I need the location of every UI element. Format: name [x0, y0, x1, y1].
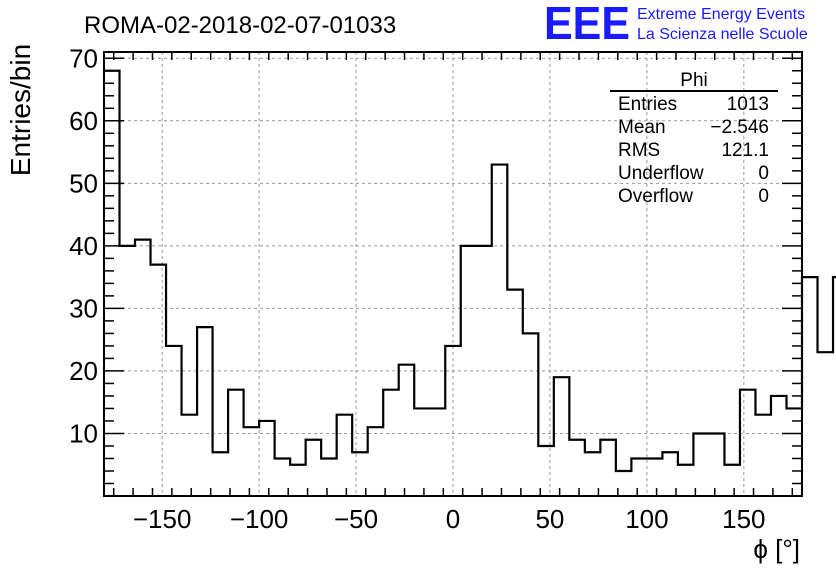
x-tick-label: 150 [722, 504, 765, 534]
histogram-bin [120, 246, 136, 496]
histogram-bin [538, 446, 554, 496]
histogram-bin [104, 71, 120, 496]
logo-line-1: Extreme Energy Events [637, 6, 805, 23]
stats-value-overflow: 0 [758, 186, 769, 207]
histogram-bin [306, 440, 322, 496]
histogram-bin [368, 427, 384, 496]
histogram-bin [740, 390, 756, 496]
histogram-bin [569, 440, 585, 496]
histogram-bin [492, 165, 508, 496]
stats-value-entries: 1013 [727, 94, 769, 115]
histogram-bin [476, 246, 492, 496]
histogram-bin [616, 471, 632, 496]
histogram-bin [709, 433, 725, 496]
histogram-step-line [104, 69, 836, 473]
histogram-bin [182, 415, 198, 496]
histogram-bin [693, 433, 709, 496]
histogram-bin [554, 377, 570, 496]
y-tick-label: 40 [69, 231, 98, 261]
y-tick-label: 50 [69, 168, 98, 198]
histogram-bin [337, 415, 353, 496]
stats-label-underflow: Underflow [618, 163, 704, 184]
histogram-bin [414, 408, 430, 496]
x-axis-label: ϕ [°] [753, 534, 800, 564]
stats-label-mean: Mean [618, 117, 666, 138]
histogram-bin [755, 415, 771, 496]
histogram-bin [321, 458, 337, 496]
histogram-bin [151, 265, 167, 496]
x-tick-label: −150 [133, 504, 192, 534]
y-tick-label: 30 [69, 293, 98, 323]
chart-title: ROMA-02-2018-02-07-01033 [84, 12, 396, 39]
x-tick-label: 0 [446, 504, 460, 534]
stats-label-rms: RMS [618, 140, 660, 161]
histogram-bin [461, 246, 477, 496]
stats-title: Phi [680, 70, 707, 91]
y-axis-label: Entries/bin [5, 44, 36, 176]
histogram-bin [290, 465, 306, 496]
grid-lines [104, 52, 802, 496]
stats-value-underflow: 0 [758, 163, 769, 184]
histogram-bin [631, 458, 647, 496]
stats-value-mean: −2.546 [710, 117, 769, 138]
histogram-bin [771, 396, 787, 496]
histogram-bin [600, 440, 616, 496]
histogram-bin [275, 458, 291, 496]
histogram-bin [724, 465, 740, 496]
histogram-bin [802, 277, 818, 496]
y-tick-label: 20 [69, 356, 98, 386]
histogram-bin [135, 240, 151, 496]
histogram-bin [507, 290, 523, 496]
y-tick-labels: 10 20 30 40 50 60 70 [69, 43, 98, 448]
stats-label-overflow: Overflow [618, 186, 693, 207]
x-tick-label: −50 [334, 504, 378, 534]
histogram-bin [430, 408, 446, 496]
histogram-bin [445, 346, 461, 496]
histogram-bin [352, 452, 368, 496]
histogram-bin [399, 365, 415, 496]
stats-value-rms: 121.1 [721, 140, 769, 161]
plot-frame [103, 51, 803, 497]
stats-label-entries: Entries [618, 94, 677, 115]
histogram-bin [523, 333, 539, 496]
histogram-bin [197, 327, 213, 496]
x-tick-label: 50 [535, 504, 564, 534]
y-tick-label: 10 [69, 418, 98, 448]
y-tick-label: 60 [69, 106, 98, 136]
histogram-bin [166, 346, 182, 496]
histogram-bin [662, 452, 678, 496]
histogram-bin [228, 390, 244, 496]
histogram-bin [259, 421, 275, 496]
eee-logo: EEE Extreme Energy Events La Scienza nel… [544, 0, 808, 49]
x-tick-label: −100 [230, 504, 289, 534]
histogram-bin [647, 458, 663, 496]
histogram-bin [585, 452, 601, 496]
logo-line-2: La Scienza nelle Scuole [637, 26, 808, 43]
histogram-bin [383, 390, 399, 496]
axis-ticks [104, 52, 802, 496]
y-tick-label: 70 [69, 43, 98, 73]
histogram-bin [786, 408, 802, 496]
histogram-bin [818, 352, 834, 496]
logo-mark: EEE [544, 0, 630, 49]
histogram-bin [213, 452, 229, 496]
stats-box: Phi Entries 1013 Mean −2.546 RMS 121.1 U… [610, 70, 778, 207]
histogram-bin [678, 465, 694, 496]
histogram-bin [244, 427, 260, 496]
x-tick-labels: −150 −100 −50 0 50 100 150 [133, 504, 766, 534]
x-tick-label: 100 [625, 504, 668, 534]
